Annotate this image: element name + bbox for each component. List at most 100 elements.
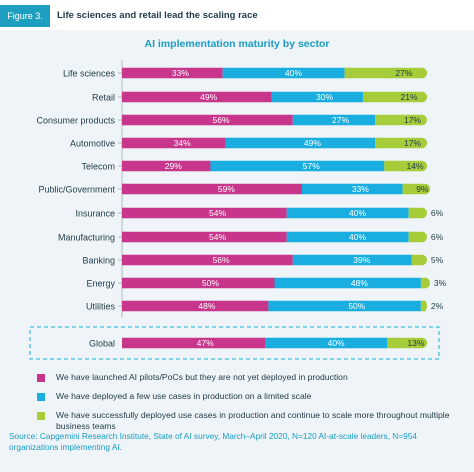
bar-automotive-scaled-cap [375, 137, 381, 149]
figure-header: Figure 3. Life sciences and retail lead … [0, 0, 474, 30]
bar-energy-limited [274, 277, 421, 289]
bar-consumer-products-limited [292, 114, 376, 126]
data-label-public-government-pilots: 59% [218, 184, 235, 194]
data-label-insurance-scaled: 6% [431, 208, 444, 218]
bar-telecom-pilots [122, 160, 211, 172]
data-label-utilities-pilots: 48% [198, 301, 215, 311]
bar-retail-scaled [362, 91, 427, 103]
data-label-global-scaled: 13% [407, 338, 424, 348]
category-label-consumer-products: Consumer products [36, 115, 115, 125]
legend-item-limited: We have deployed a few use cases in prod… [37, 391, 457, 402]
bar-manufacturing-scaled-cap [408, 231, 414, 243]
data-label-life-sciences-limited: 40% [285, 68, 302, 78]
bar-global-scaled-cap [387, 337, 393, 349]
bar-manufacturing-limited [286, 231, 409, 243]
data-label-public-government-scaled: 9% [416, 184, 429, 194]
data-label-public-government-limited: 33% [352, 184, 369, 194]
legend-swatch-limited [37, 393, 45, 401]
category-label-global: Global [89, 338, 115, 348]
legend-label-pilots: We have launched AI pilots/PoCs but they… [56, 372, 348, 382]
bar-life-sciences-scaled-cap [344, 67, 350, 79]
category-label-manufacturing: Manufacturing [58, 232, 115, 242]
category-label-insurance: Insurance [75, 208, 115, 218]
bar-public-government-scaled-cap [402, 183, 408, 195]
category-label-telecom: Telecom [81, 161, 115, 171]
bar-life-sciences-limited [222, 67, 345, 79]
category-label-life-sciences: Life sciences [63, 68, 116, 78]
category-label-energy: Energy [86, 278, 115, 288]
bar-telecom-scaled-cap [384, 160, 390, 172]
category-label-automotive: Automotive [70, 138, 115, 148]
bar-telecom-scaled [384, 160, 427, 172]
data-label-banking-scaled: 5% [431, 255, 444, 265]
figure-title: Life sciences and retail lead the scalin… [57, 10, 258, 21]
source-note: Source: Capgemini Research Institute, St… [9, 431, 417, 452]
data-label-global-limited: 40% [328, 338, 345, 348]
bar-global-scaled [387, 337, 427, 349]
data-label-consumer-products-limited: 27% [332, 115, 349, 125]
bar-consumer-products-scaled [375, 114, 427, 126]
data-label-automotive-scaled: 17% [404, 138, 421, 148]
data-label-insurance-pilots: 54% [209, 208, 226, 218]
bar-insurance-limited [286, 207, 409, 219]
data-label-manufacturing-scaled: 6% [431, 232, 444, 242]
legend: We have launched AI pilots/PoCs but they… [37, 372, 457, 432]
bar-banking-pilots [122, 254, 293, 266]
data-label-telecom-limited: 57% [303, 161, 320, 171]
bar-utilities-limited [268, 300, 421, 312]
bar-utilities-scaled-cap [420, 300, 426, 312]
data-label-utilities-scaled: 2% [431, 301, 444, 311]
data-label-banking-pilots: 56% [213, 255, 230, 265]
data-label-manufacturing-pilots: 54% [209, 232, 226, 242]
data-label-automotive-pilots: 34% [174, 138, 191, 148]
data-label-energy-scaled: 3% [434, 278, 447, 288]
data-label-automotive-limited: 49% [304, 138, 321, 148]
data-label-global-pilots: 47% [197, 338, 214, 348]
data-label-utilities-limited: 50% [348, 301, 365, 311]
data-label-life-sciences-pilots: 33% [172, 68, 189, 78]
bar-consumer-products-scaled-cap [375, 114, 381, 126]
category-label-banking: Banking [82, 255, 115, 265]
data-label-retail-limited: 30% [316, 92, 333, 102]
chart-title: AI implementation maturity by sector [144, 38, 330, 50]
legend-swatch-scaled [37, 412, 45, 420]
bar-insurance-pilots [122, 207, 287, 219]
bar-banking-limited [292, 254, 412, 266]
category-label-utilities: Utilities [86, 301, 116, 311]
stacked-bar-chart: Life sciences 33% 40% 27% Retail 49% 30% 21% Con… [29, 60, 447, 360]
category-label-public-government: Public/Government [38, 184, 115, 194]
bar-life-sciences-scaled [344, 67, 427, 79]
legend-item-pilots: We have launched AI pilots/PoCs but they… [37, 372, 457, 383]
bar-retail-scaled-cap [362, 91, 368, 103]
data-label-life-sciences-scaled: 27% [395, 68, 412, 78]
global-highlight-box [29, 326, 440, 360]
bar-automotive-scaled [375, 137, 427, 149]
legend-swatch-pilots [37, 374, 45, 382]
bar-manufacturing-pilots [122, 231, 287, 243]
legend-label-limited: We have deployed a few use cases in prod… [56, 391, 312, 401]
bar-public-government-scaled [402, 183, 431, 195]
data-label-energy-pilots: 50% [202, 278, 219, 288]
legend-item-scaled: We have successfully deployed use cases … [37, 410, 457, 432]
data-label-insurance-limited: 40% [349, 208, 366, 218]
data-label-consumer-products-scaled: 17% [404, 115, 421, 125]
data-label-consumer-products-pilots: 56% [213, 115, 230, 125]
data-label-manufacturing-limited: 40% [349, 232, 366, 242]
bar-automotive-pilots [122, 137, 226, 149]
bar-retail-pilots [122, 91, 272, 103]
bar-insurance-scaled-cap [408, 207, 414, 219]
data-label-telecom-pilots: 29% [165, 161, 182, 171]
bar-energy-scaled-cap [420, 277, 426, 289]
bar-public-government-pilots [122, 183, 302, 195]
bar-retail-limited [271, 91, 363, 103]
bar-consumer-products-pilots [122, 114, 293, 126]
data-label-telecom-scaled: 14% [407, 161, 424, 171]
bar-automotive-limited [225, 137, 376, 149]
bar-energy-pilots [122, 277, 275, 289]
bar-life-sciences-pilots [122, 67, 223, 79]
bar-global-limited [265, 337, 388, 349]
bar-global-pilots [122, 337, 266, 349]
figure-label: Figure 3. [0, 5, 50, 27]
bar-telecom-limited [210, 160, 385, 172]
bar-public-government-limited [301, 183, 403, 195]
